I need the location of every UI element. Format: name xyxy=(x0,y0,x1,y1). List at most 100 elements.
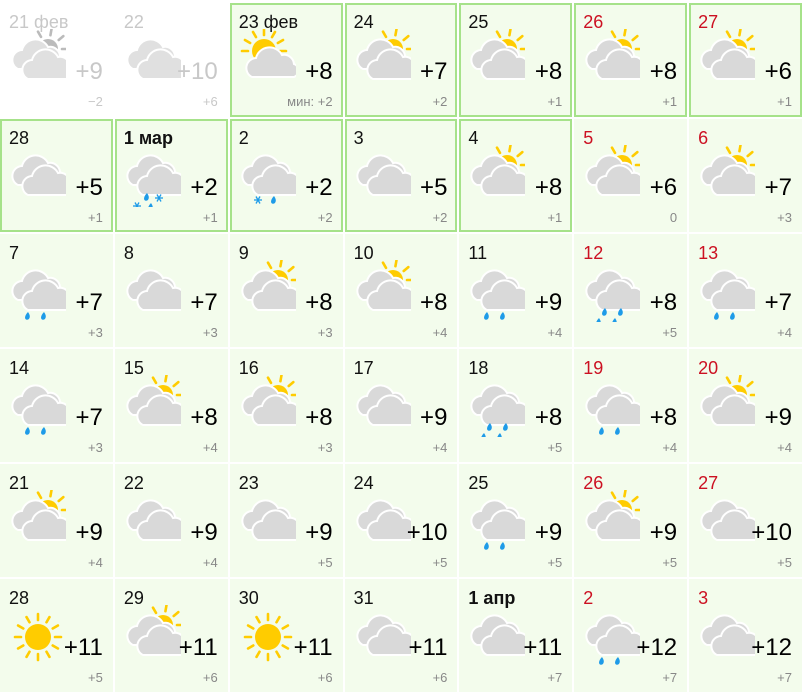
day-cell[interactable]: 5 +6 0 xyxy=(574,119,688,232)
day-temperature: +9 xyxy=(534,289,563,316)
day-date: 10 xyxy=(353,243,374,263)
day-cell[interactable]: 22 +9 +4 xyxy=(114,464,228,577)
day-cell[interactable]: 25 +9 +5 xyxy=(459,464,573,577)
night-min-temperature: +4 xyxy=(662,440,678,455)
night-min-temperature: +1 xyxy=(547,94,563,109)
day-cell[interactable]: 23 +9 +5 xyxy=(229,464,343,577)
partly-cloudy-icon xyxy=(578,144,650,207)
day-date: 7 xyxy=(9,243,20,263)
day-date: 1 мар xyxy=(123,128,173,148)
day-date: 1 апр xyxy=(468,588,516,608)
day-cell[interactable]: 23 фев +8 мин: +2 xyxy=(229,3,343,117)
cloudy-icon xyxy=(119,490,191,552)
day-cell[interactable]: 14 +7 +3 xyxy=(0,349,113,462)
day-date: 18 xyxy=(468,358,489,378)
day-temperature: +11 xyxy=(293,634,333,661)
day-date: 17 xyxy=(353,358,374,378)
night-min-temperature: +5 xyxy=(547,555,563,570)
day-cell[interactable]: 2 +2 +2 xyxy=(229,119,343,232)
night-min-temperature: +4 xyxy=(547,325,563,340)
day-cell[interactable]: 1 мар +2 +1 xyxy=(114,119,228,232)
light-rain-icon xyxy=(4,260,76,322)
partly-cloudy-icon xyxy=(693,144,765,207)
day-cell[interactable]: 13 +7 +4 xyxy=(689,234,802,347)
day-cell[interactable]: 28 +5 +1 xyxy=(0,119,113,232)
cloudy-icon xyxy=(349,605,420,667)
night-min-temperature: +6 xyxy=(432,670,448,685)
day-temperature: +7 xyxy=(190,289,218,316)
day-cell[interactable]: 9 +8 +3 xyxy=(229,234,343,347)
night-min-temperature: +4 xyxy=(777,440,792,455)
day-cell[interactable]: 17 +9 +4 xyxy=(344,349,458,462)
day-cell[interactable]: 26 +9 +5 xyxy=(574,464,688,577)
day-cell[interactable]: 29 +11 +6 xyxy=(114,579,228,692)
day-temperature: +8 xyxy=(649,404,678,431)
night-min-temperature: +6 xyxy=(202,670,218,685)
day-cell[interactable]: 3 +5 +2 xyxy=(344,119,458,232)
night-min-temperature: +4 xyxy=(777,325,792,340)
day-date: 5 xyxy=(583,128,594,148)
day-date: 23 фев xyxy=(238,12,299,32)
day-cell[interactable]: 16 +8 +3 xyxy=(229,349,343,462)
day-cell[interactable]: 20 +9 +4 xyxy=(689,349,802,462)
day-cell[interactable]: 24 +10 +5 xyxy=(344,464,458,577)
day-cell[interactable]: 4 +8 +1 xyxy=(459,119,573,232)
partly-cloudy-icon xyxy=(119,374,191,437)
day-temperature: +8 xyxy=(305,58,333,85)
day-date: 2 xyxy=(238,128,249,148)
day-temperature: +6 xyxy=(764,58,792,85)
partly-cloudy-icon xyxy=(234,259,306,322)
day-cell[interactable]: 6 +7 +3 xyxy=(689,119,802,232)
day-cell[interactable]: 18 +8 +5 xyxy=(459,349,573,462)
night-min-temperature: +5 xyxy=(547,440,563,455)
day-temperature: +12 xyxy=(636,634,678,661)
day-cell[interactable]: 1 апр +11 +7 xyxy=(459,579,573,692)
day-cell[interactable]: 24 +7 +2 xyxy=(344,3,458,117)
day-temperature: +7 xyxy=(75,404,103,431)
day-cell[interactable]: 11 +9 +4 xyxy=(459,234,573,347)
day-date: 30 xyxy=(238,588,259,608)
day-date: 24 xyxy=(353,473,374,493)
day-cell[interactable]: 10 +8 +4 xyxy=(344,234,458,347)
day-cell[interactable]: 30 +11 +6 xyxy=(229,579,343,692)
day-cell[interactable]: 19 +8 +4 xyxy=(574,349,688,462)
night-min-temperature: +4 xyxy=(432,325,448,340)
day-cell[interactable]: 27 +6 +1 xyxy=(689,3,802,117)
night-min-temperature: +3 xyxy=(88,325,103,340)
day-date: 21 xyxy=(9,473,30,493)
day-cell[interactable]: 15 +8 +4 xyxy=(114,349,228,462)
night-min-temperature: +1 xyxy=(777,94,792,109)
night-min-temperature: +4 xyxy=(88,555,103,570)
day-cell[interactable]: 25 +8 +1 xyxy=(459,3,573,117)
day-cell[interactable]: 22 +10 +6 xyxy=(114,3,228,117)
day-cell[interactable]: 21 +9 +4 xyxy=(0,464,113,577)
partly-cloudy-icon xyxy=(463,28,535,91)
day-cell[interactable]: 3 +12 +7 xyxy=(689,579,802,692)
day-cell[interactable]: 28 +11 +5 xyxy=(0,579,113,692)
day-cell[interactable]: 8 +7 +3 xyxy=(114,234,228,347)
day-date: 20 xyxy=(698,358,719,378)
day-date: 25 xyxy=(468,12,489,32)
day-temperature: +11 xyxy=(408,634,448,661)
day-date: 3 xyxy=(353,128,364,148)
day-temperature: +7 xyxy=(75,289,103,316)
day-date: 26 xyxy=(583,473,604,493)
day-cell[interactable]: 31 +11 +6 xyxy=(344,579,458,692)
day-cell[interactable]: 7 +7 +3 xyxy=(0,234,113,347)
day-date: 19 xyxy=(583,358,604,378)
day-cell[interactable]: 12 +8 +5 xyxy=(574,234,688,347)
partly-cloudy-icon xyxy=(234,374,306,437)
partly-cloudy-icon xyxy=(693,28,765,91)
day-date: 22 xyxy=(123,473,144,493)
day-temperature: +8 xyxy=(534,404,563,431)
day-date: 12 xyxy=(583,243,604,263)
day-cell[interactable]: 26 +8 +1 xyxy=(574,3,688,117)
day-temperature: +10 xyxy=(406,519,448,546)
day-cell[interactable]: 21 фев +9 −2 xyxy=(0,3,113,117)
day-cell[interactable]: 2 +12 +7 xyxy=(574,579,688,692)
day-cell[interactable]: 27 +10 +5 xyxy=(689,464,802,577)
day-temperature: +8 xyxy=(190,404,218,431)
partly-cloudy-icon xyxy=(578,28,650,91)
night-min-temperature: +5 xyxy=(662,555,678,570)
day-temperature: +8 xyxy=(649,289,678,316)
